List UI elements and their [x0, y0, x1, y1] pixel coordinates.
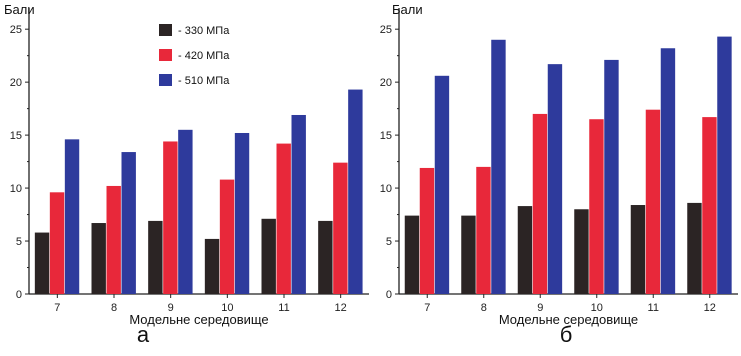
y-tick-label: 25 [380, 24, 392, 36]
legend-label: - 420 МПа [178, 50, 230, 62]
x-tick-label: 10 [221, 302, 233, 314]
bar [106, 185, 121, 294]
panel-label: б [560, 322, 573, 347]
y-tick-label: 25 [10, 24, 22, 36]
bar [702, 117, 717, 295]
x-tick-label: 12 [335, 302, 347, 314]
bar [348, 89, 363, 295]
y-tick-label: 15 [10, 130, 22, 142]
x-tick-label: 11 [648, 302, 659, 314]
bar [589, 119, 604, 294]
bar [532, 113, 548, 294]
x-tick-label: 12 [704, 302, 716, 314]
bar [660, 48, 676, 295]
legend-label: - 510 МПа [178, 75, 230, 87]
bar [276, 143, 291, 294]
x-tick-label: 7 [54, 302, 60, 314]
bar [91, 223, 106, 294]
y-tick-label: 5 [16, 236, 22, 248]
bar [49, 192, 65, 294]
panel-label: а [137, 322, 150, 347]
bar [574, 209, 589, 294]
legend-swatch [159, 24, 172, 36]
bar [163, 141, 178, 294]
legend-label: - 330 МПа [178, 25, 230, 37]
x-tick-label: 9 [537, 302, 543, 314]
y-axis-label: Бали [4, 2, 35, 17]
bar [64, 139, 80, 294]
bar [34, 232, 50, 294]
x-tick-label: 9 [168, 302, 174, 314]
x-tick-label: 11 [278, 302, 289, 314]
bar [148, 220, 163, 294]
bar [491, 39, 506, 295]
x-tick-label: 7 [424, 302, 430, 314]
chart-panel-a: 0 5 10 15 20 25 Бали 7 8 9 10 11 12 Модельне середови… [4, 2, 369, 347]
bar [630, 205, 646, 294]
y-tick-label: 20 [380, 77, 392, 89]
bar [461, 215, 476, 294]
x-tick-label: 10 [591, 302, 603, 314]
y-tick-label: 0 [386, 289, 392, 301]
bar [204, 238, 220, 294]
bar [645, 109, 661, 294]
legend-swatch [159, 74, 172, 86]
y-tick-label: 10 [10, 183, 22, 195]
legend: - 330 МПа - 420 МПа - 510 МПа [159, 24, 230, 87]
y-tick-label: 0 [16, 289, 22, 301]
bar [318, 220, 333, 294]
bar [419, 167, 435, 294]
x-axis-label: Модельне середовище [499, 312, 638, 327]
x-tick-label: 8 [481, 302, 487, 314]
bar [687, 202, 702, 294]
bar [219, 179, 235, 294]
bar [234, 132, 250, 294]
bar [404, 215, 420, 294]
bar [517, 206, 533, 294]
bar [333, 162, 348, 294]
bar [291, 114, 306, 294]
bar [121, 152, 136, 294]
bar [178, 129, 193, 294]
y-axis-label: Бали [392, 2, 423, 17]
x-tick-label: 8 [111, 302, 117, 314]
legend-swatch [159, 49, 172, 61]
bar [717, 36, 732, 294]
y-tick-label: 5 [386, 236, 392, 248]
y-tick-label: 15 [380, 130, 392, 142]
bar [547, 64, 563, 294]
bar [261, 218, 276, 294]
x-axis-label: Модельне середовище [129, 312, 268, 327]
bar [434, 75, 450, 294]
bar [604, 59, 619, 295]
bar [476, 166, 491, 294]
y-tick-label: 10 [380, 183, 392, 195]
y-tick-label: 20 [10, 77, 22, 89]
